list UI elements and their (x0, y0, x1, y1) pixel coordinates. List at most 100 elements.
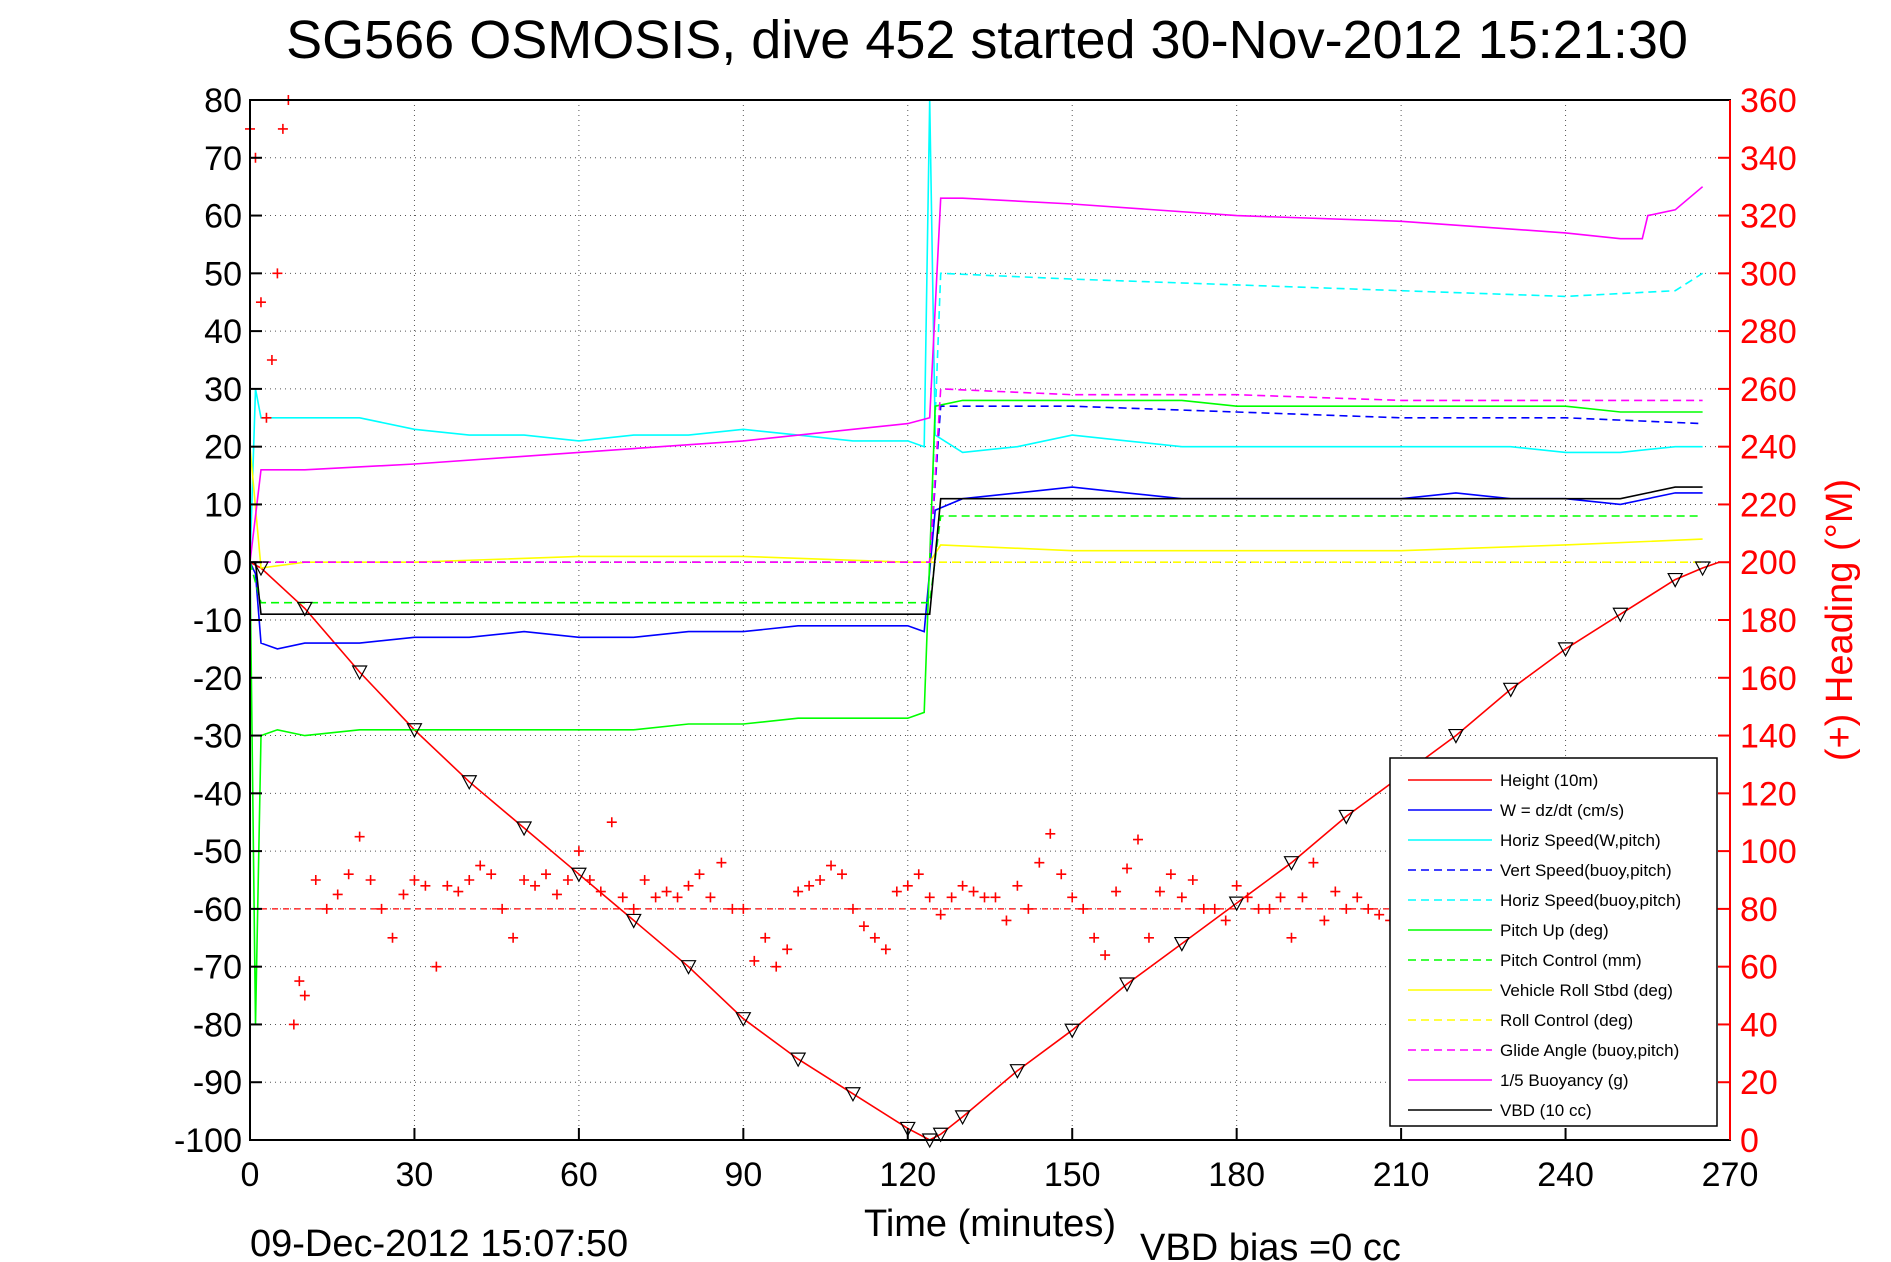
heading-point (288, 1019, 299, 1030)
heading-point (749, 955, 760, 966)
heading-point (486, 869, 497, 880)
series-line-2 (249, 99, 1703, 563)
heading-point (1330, 886, 1341, 897)
heading-point (1187, 875, 1198, 885)
y2-tick-label: 340 (1740, 140, 1797, 178)
height-marker (351, 665, 368, 681)
series-line-9 (250, 388, 1703, 564)
y-tick-label: 50 (204, 255, 242, 293)
heading-point (858, 921, 869, 932)
heading-point (365, 875, 376, 885)
heading-point (1264, 903, 1275, 914)
heading-point (1352, 892, 1363, 903)
footer-vbd-bias: VBD bias =0 cc (1140, 1227, 1401, 1262)
heading-point (837, 869, 847, 880)
y-tick-label: -70 (193, 949, 242, 987)
heading-point (804, 880, 815, 891)
heading-point (584, 875, 595, 885)
legend-box (1389, 757, 1718, 1127)
heading-point (321, 903, 332, 914)
y-tick-label: -30 (193, 718, 242, 756)
y2-tick-label: 140 (1740, 718, 1797, 756)
heading-point (628, 903, 639, 914)
height-marker (932, 1127, 949, 1143)
heading-point (1231, 880, 1242, 891)
heading-point (530, 880, 541, 891)
y-tick-label: 30 (204, 371, 242, 409)
height-marker (735, 1012, 752, 1027)
y-tick-label: 20 (204, 429, 242, 467)
heading-point (519, 875, 530, 885)
legend-entry-1: W = dz/dt (cm/s) (1500, 801, 1624, 820)
heading-point (957, 880, 968, 891)
x-tick-label: 180 (1208, 1156, 1265, 1194)
series-layer (249, 99, 1720, 1149)
y2-tick-label: 0 (1740, 1122, 1759, 1160)
heading-point (431, 961, 442, 972)
heading-point (1034, 857, 1045, 868)
heading-point (968, 886, 979, 897)
height-marker (570, 867, 587, 883)
heading-point (869, 932, 880, 943)
y-tick-label: 10 (204, 486, 242, 524)
series-line-11 (250, 486, 1703, 616)
heading-point (617, 892, 628, 903)
heading-point (946, 892, 957, 903)
heading-point (683, 880, 694, 891)
y2-tick-label: 40 (1740, 1006, 1778, 1044)
y-tick-label: 80 (204, 82, 242, 120)
heading-point (650, 892, 661, 903)
y-tick-label: -100 (174, 1122, 242, 1160)
x-tick-label: 210 (1373, 1156, 1430, 1194)
heading-point (387, 932, 398, 943)
heading-point (277, 123, 288, 134)
height-marker (1447, 728, 1464, 744)
legend-entry-6: Pitch Control (mm) (1500, 951, 1642, 970)
height-marker (1557, 642, 1574, 658)
heading-point (1012, 880, 1023, 891)
heading-point (398, 889, 409, 900)
y-tick-label: -90 (193, 1064, 242, 1102)
heading-point (826, 860, 837, 871)
heading-point (442, 880, 453, 891)
heading-point (694, 869, 705, 880)
heading-point (1286, 932, 1297, 943)
heading-point (541, 869, 551, 880)
heading-point (562, 875, 573, 885)
legend-entry-2: Horiz Speed(W,pitch) (1500, 831, 1661, 850)
legend-entry-10: 1/5 Buoyancy (g) (1500, 1071, 1629, 1090)
heading-point (299, 990, 310, 1001)
heading-point (376, 903, 387, 914)
heading-point (738, 903, 749, 914)
y2-tick-label: 60 (1740, 949, 1778, 987)
heading-point (310, 875, 321, 885)
height-marker (516, 821, 533, 837)
series-line-6 (249, 515, 1703, 604)
legend-entry-8: Roll Control (deg) (1500, 1011, 1633, 1030)
y2-tick-label: 320 (1740, 198, 1797, 236)
heading-point (573, 846, 584, 857)
heading-point (266, 355, 277, 365)
heading-point (1056, 869, 1067, 880)
heading-point (1220, 915, 1231, 926)
height-marker (461, 775, 478, 791)
legend: Height (10m) W = dz/dt (cm/s) Horiz Speed(… (1389, 757, 1718, 1127)
y2-tick-label: 360 (1740, 82, 1797, 120)
heading-point (1100, 950, 1111, 961)
y-tick-label: 60 (204, 198, 242, 236)
heading-point (1045, 828, 1056, 839)
footer-timestamp: 09-Dec-2012 15:07:50 (250, 1223, 628, 1262)
legend-entry-3: Vert Speed(buoy,pitch) (1500, 861, 1672, 880)
height-marker (1173, 936, 1190, 952)
y2-tick-label: 240 (1740, 429, 1797, 467)
height-marker (1338, 809, 1355, 825)
x-tick-label: 120 (879, 1156, 936, 1194)
x-tick-label: 240 (1537, 1156, 1594, 1194)
heading-point (1209, 903, 1220, 914)
heading-point (639, 875, 650, 885)
heading-series (245, 95, 1730, 1030)
y2-tick-label: 80 (1740, 891, 1778, 929)
heading-point (255, 297, 266, 308)
heading-point (815, 875, 826, 885)
heading-point (332, 889, 343, 900)
